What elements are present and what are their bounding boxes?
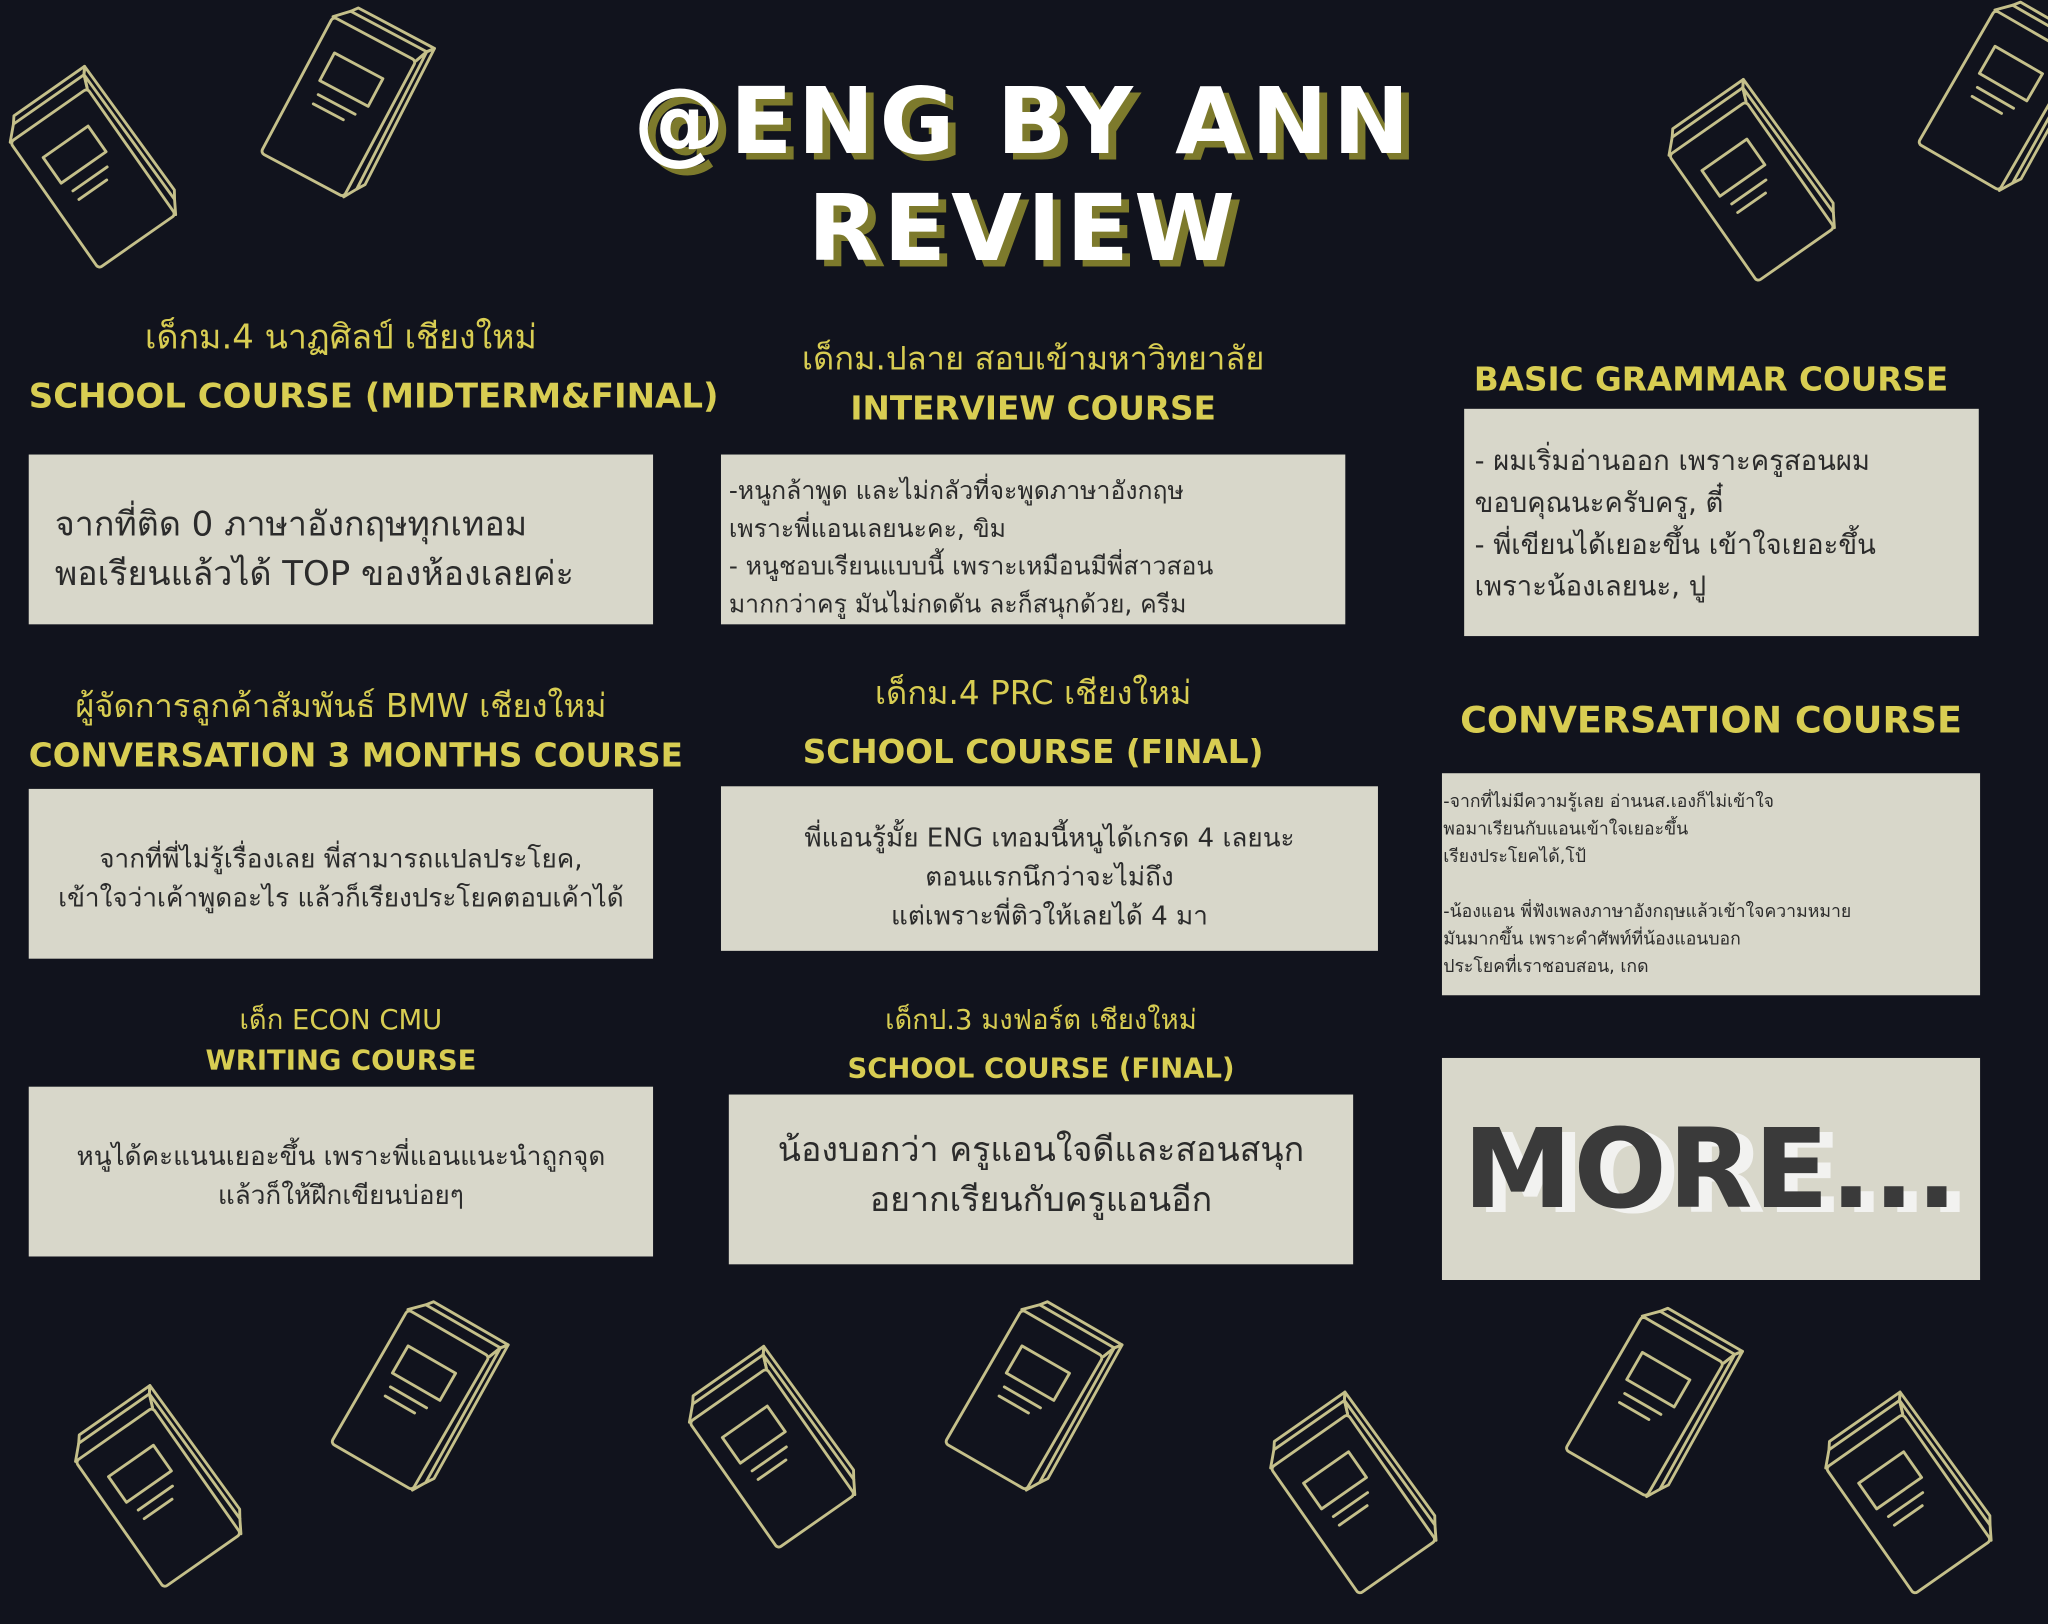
more-label: MORE... bbox=[1462, 1104, 1960, 1233]
review-5-course: SCHOOL COURSE (FINAL) bbox=[802, 732, 1264, 771]
book-icon bbox=[1540, 1287, 1751, 1522]
book-icon bbox=[1242, 1384, 1461, 1619]
review-card-7: - ผมเริ่มอ่านออก เพราะครูสอนผม ขอบคุณนะค… bbox=[1464, 408, 1979, 637]
review-1-student: เด็กม.4 นาฏศิลป์ เชียงใหม่ bbox=[144, 318, 537, 358]
review-1-course: SCHOOL COURSE (MIDTERM&FINAL) bbox=[28, 377, 719, 417]
review-3-student: เด็ก ECON CMU bbox=[239, 1004, 443, 1036]
more-button[interactable]: MORE... bbox=[1441, 1057, 1981, 1280]
book-icon bbox=[236, 0, 443, 222]
book-icon bbox=[1797, 1384, 2016, 1619]
review-6-course: SCHOOL COURSE (FINAL) bbox=[847, 1052, 1235, 1085]
book-icon bbox=[306, 1280, 517, 1515]
review-2-course: CONVERSATION 3 MONTHS COURSE bbox=[28, 736, 683, 775]
review-card-1: จากที่ติด 0 ภาษาอังกฤษทุกเทอม พอเรียนแล้… bbox=[28, 454, 654, 625]
review-card-2: จากที่พี่ไม่รู้เรื่องเลย พี่สามารถแปลประ… bbox=[28, 788, 654, 959]
review-7-course: BASIC GRAMMAR COURSE bbox=[1473, 360, 1949, 399]
review-4-student: เด็กม.ปลาย สอบเข้ามหาวิทยาลัย bbox=[801, 339, 1265, 378]
review-card-3: หนูได้คะแนนเยอะขึ้น เพราะพี่แอนแนะนำถูกจ… bbox=[28, 1086, 654, 1257]
review-6-student: เด็กป.3 มงฟอร์ต เชียงใหม่ bbox=[885, 1004, 1197, 1036]
book-icon bbox=[47, 1378, 266, 1613]
review-8-course: CONVERSATION COURSE bbox=[1460, 698, 1962, 742]
review-2-student: ผู้จัดการลูกค้าสัมพันธ์ BMW เชียงใหม่ bbox=[75, 687, 607, 725]
review-card-5: พี่แอนรู้มั้ย ENG เทอมนี้หนูได้เกรด 4 เล… bbox=[720, 786, 1378, 951]
book-icon bbox=[920, 1280, 1131, 1515]
page-title: @ENG BY ANN bbox=[633, 67, 1415, 176]
book-icon bbox=[1893, 0, 2048, 215]
review-4-course: INTERVIEW COURSE bbox=[850, 389, 1216, 428]
review-3-course: WRITING COURSE bbox=[205, 1044, 477, 1077]
book-icon bbox=[661, 1339, 880, 1574]
book-icon bbox=[0, 59, 201, 294]
review-5-student: เด็กม.4 PRC เชียงใหม่ bbox=[874, 673, 1192, 712]
review-card-4: -หนูกล้าพูด และไม่กลัวที่จะพูดภาษาอังกฤษ… bbox=[720, 454, 1346, 625]
review-card-6: น้องบอกว่า ครูแอนใจดีและสอนสนุก อยากเรีย… bbox=[728, 1094, 1354, 1265]
review-card-8: -จากที่ไม่มีความรู้เลย อ่านนส.เองก็ไม่เข… bbox=[1441, 773, 1981, 996]
book-icon bbox=[1641, 72, 1860, 307]
page-subtitle: REVIEW bbox=[807, 175, 1241, 283]
